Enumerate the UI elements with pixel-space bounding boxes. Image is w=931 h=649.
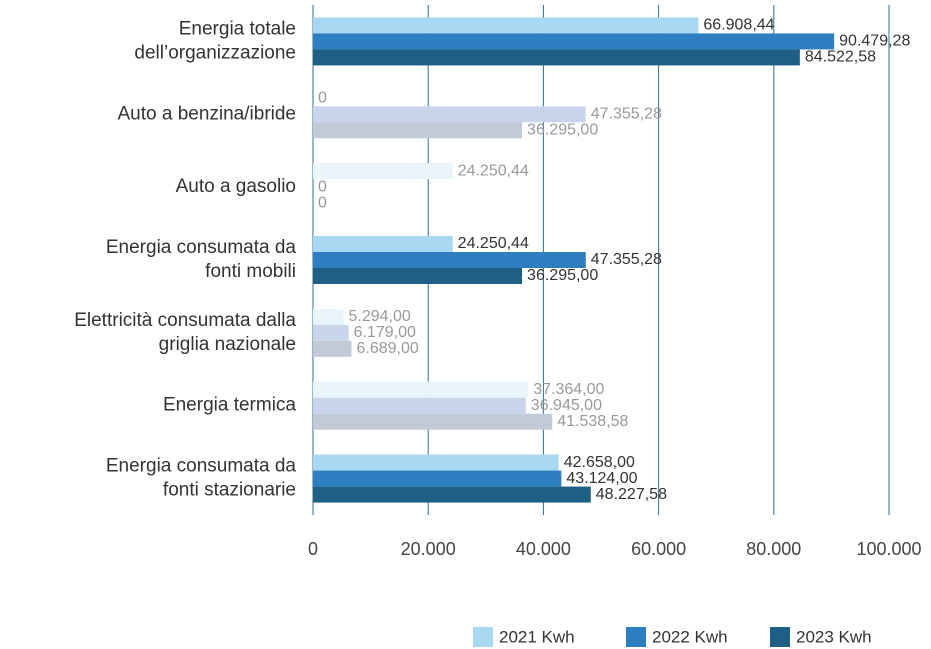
- bar: [313, 470, 562, 487]
- bar: [313, 324, 349, 341]
- value-label: 6.689,00: [357, 340, 419, 357]
- value-label: 41.538,58: [557, 413, 628, 430]
- bar: [313, 17, 699, 34]
- bar: [313, 381, 529, 398]
- category-line: Auto a benzina/ibride: [117, 103, 296, 124]
- category-line: fonti stazionarie: [163, 480, 296, 501]
- value-label: 47.355,28: [591, 251, 662, 268]
- bar: [313, 308, 344, 325]
- x-tick-label: 40.000: [516, 539, 571, 559]
- bar: [313, 122, 523, 139]
- value-label: 84.522,58: [805, 49, 876, 66]
- bar: [313, 268, 523, 284]
- category-label: Energia termica: [163, 395, 296, 416]
- bar: [313, 49, 800, 66]
- value-label: 0: [318, 178, 327, 195]
- legend-label: 2022 Kwh: [652, 627, 728, 646]
- value-label: 66.908,44: [703, 17, 774, 34]
- bar: [313, 236, 453, 252]
- category-line: Energia termica: [163, 395, 296, 416]
- legend-swatch: [626, 627, 646, 647]
- value-label: 47.355,28: [591, 106, 662, 123]
- x-tick-label: 100.000: [856, 539, 921, 559]
- value-label: 24.250,44: [458, 235, 529, 252]
- legend-label: 2021 Kwh: [499, 627, 575, 646]
- bar: [313, 252, 586, 268]
- value-label: 0: [318, 194, 327, 211]
- bar: [313, 413, 553, 430]
- category-line: Elettricità consumata dalla: [74, 310, 296, 331]
- bar: [313, 340, 352, 357]
- value-label: 36.295,00: [527, 267, 598, 284]
- value-label: 6.179,00: [354, 324, 416, 341]
- category-line: fonti mobili: [205, 261, 296, 282]
- x-tick-label: 80.000: [746, 539, 801, 559]
- value-label: 90.479,28: [839, 33, 910, 50]
- value-label: 43.124,00: [566, 470, 637, 487]
- x-tick-label: 0: [308, 539, 318, 559]
- category-label: Auto a gasolio: [176, 176, 296, 197]
- value-label: 36.295,00: [527, 122, 598, 139]
- category-line: Energia consumata da: [106, 456, 297, 477]
- bar: [313, 486, 591, 503]
- bar: [313, 454, 559, 471]
- category-label: Auto a benzina/ibride: [117, 103, 296, 124]
- category-label: Energia totale dell’organizzazione: [134, 18, 296, 63]
- category-line: Energia totale: [179, 18, 296, 39]
- legend-swatch: [770, 627, 790, 647]
- bar: [313, 33, 835, 50]
- category-line: Auto a gasolio: [176, 176, 296, 197]
- value-label: 48.227,58: [596, 486, 667, 503]
- value-label: 0: [318, 90, 327, 107]
- value-label: 37.364,00: [533, 381, 604, 398]
- legend-swatch: [473, 627, 493, 647]
- category-label: Energia consumata da fonti stazionarie: [106, 456, 297, 501]
- value-label: 5.294,00: [348, 308, 410, 325]
- category-line: griglia nazionale: [159, 334, 296, 355]
- x-tick-label: 60.000: [631, 539, 686, 559]
- bar: [313, 397, 526, 414]
- bar: [313, 106, 586, 123]
- category-line: Energia consumata da: [106, 237, 297, 258]
- category-label: Energia consumata da fonti mobili: [106, 237, 297, 282]
- bar: [313, 163, 453, 180]
- category-label: Elettricità consumata dalla griglia nazio…: [74, 310, 296, 355]
- legend-label: 2023 Kwh: [796, 627, 872, 646]
- value-label: 42.658,00: [564, 454, 635, 471]
- category-line: dell’organizzazione: [134, 42, 296, 63]
- x-tick-label: 20.000: [401, 539, 456, 559]
- value-label: 24.250,44: [458, 162, 529, 179]
- value-label: 36.945,00: [531, 397, 602, 414]
